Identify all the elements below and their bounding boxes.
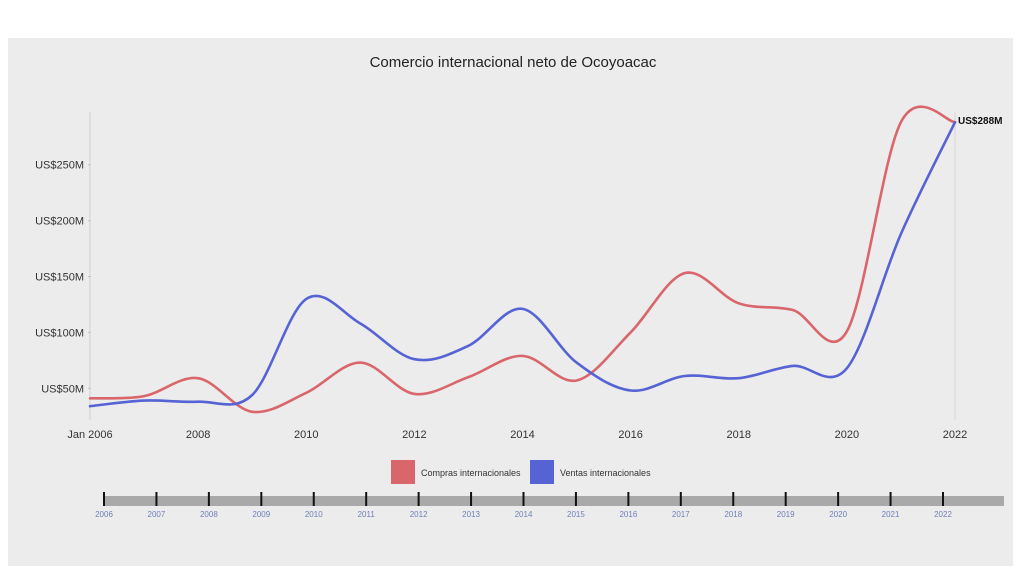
timeline-label: 2017 bbox=[672, 510, 690, 519]
timeline-label: 2021 bbox=[882, 510, 900, 519]
y-tick-label: US$150M bbox=[35, 272, 84, 284]
x-tick-label: 2012 bbox=[402, 429, 426, 441]
timeline-tick bbox=[837, 492, 840, 506]
timeline-label: 2007 bbox=[148, 510, 166, 519]
timeline-label: 2014 bbox=[515, 510, 533, 519]
y-axis: US$50M US$100M US$150M US$200M US$250M bbox=[35, 112, 91, 420]
timeline-slider[interactable]: 2006 2007 2008 2009 2010 2011 2012 2013 2014 2015… bbox=[95, 492, 1004, 519]
timeline-label: 2010 bbox=[305, 510, 323, 519]
timeline-tick bbox=[679, 492, 682, 506]
timeline-label: 2020 bbox=[829, 510, 847, 519]
end-label-group: US$288M bbox=[958, 116, 1002, 127]
series-line-0 bbox=[88, 105, 957, 414]
x-tick-label: 2016 bbox=[618, 429, 642, 441]
series-lines bbox=[88, 105, 957, 414]
timeline-label: 2006 bbox=[95, 510, 113, 519]
timeline-label: 2016 bbox=[619, 510, 637, 519]
x-axis: Jan 2006 2008 2010 2012 2014 2016 2018 2020 2022 bbox=[67, 112, 967, 441]
legend-swatch-ventas bbox=[530, 460, 554, 484]
timeline-tick bbox=[627, 492, 630, 506]
end-value-label: US$288M bbox=[958, 116, 1002, 127]
timeline-label: 2009 bbox=[252, 510, 270, 519]
y-tick-label: US$200M bbox=[35, 216, 84, 228]
series-line-1 bbox=[88, 120, 957, 408]
legend-label-ventas: Ventas internacionales bbox=[560, 468, 651, 478]
timeline-tick bbox=[522, 492, 525, 506]
x-tick-label: 2022 bbox=[943, 429, 967, 441]
timeline-tick bbox=[417, 492, 420, 506]
x-tick-label: 2020 bbox=[835, 429, 859, 441]
timeline-tick bbox=[574, 492, 577, 506]
y-tick-label: US$250M bbox=[35, 160, 84, 172]
y-tick-label: US$100M bbox=[35, 327, 84, 339]
timeline-tick bbox=[784, 492, 787, 506]
x-tick-label: 2008 bbox=[186, 429, 210, 441]
timeline-tick bbox=[312, 492, 315, 506]
x-tick-label: 2010 bbox=[294, 429, 318, 441]
timeline-tick bbox=[260, 492, 263, 506]
timeline-tick bbox=[207, 492, 210, 506]
y-tick-label: US$50M bbox=[41, 383, 84, 395]
timeline-tick bbox=[103, 492, 105, 506]
x-tick-label: Jan 2006 bbox=[67, 429, 112, 441]
timeline-label: 2012 bbox=[410, 510, 428, 519]
timeline-label: 2013 bbox=[462, 510, 480, 519]
timeline-tick bbox=[365, 492, 368, 506]
timeline-tick bbox=[155, 492, 158, 506]
timeline-label: 2008 bbox=[200, 510, 218, 519]
timeline-track[interactable] bbox=[104, 496, 1004, 506]
timeline-tick bbox=[889, 492, 892, 506]
timeline-label: 2015 bbox=[567, 510, 585, 519]
timeline-tick bbox=[470, 492, 473, 506]
timeline-tick bbox=[732, 492, 735, 506]
timeline-label: 2018 bbox=[724, 510, 742, 519]
legend: Compras internacionales Ventas internaci… bbox=[391, 460, 651, 484]
x-tick-label: 2014 bbox=[510, 429, 534, 441]
legend-swatch-compras bbox=[391, 460, 415, 484]
timeline-label: 2022 bbox=[934, 510, 952, 519]
chart-title: Comercio internacional neto de Ocoyoacac bbox=[370, 54, 657, 71]
timeline-label: 2011 bbox=[358, 510, 376, 519]
chart-background bbox=[8, 38, 1013, 566]
timeline-tick bbox=[942, 492, 944, 506]
legend-label-compras: Compras internacionales bbox=[421, 468, 521, 478]
timeline-label: 2019 bbox=[777, 510, 795, 519]
x-tick-label: 2018 bbox=[727, 429, 751, 441]
